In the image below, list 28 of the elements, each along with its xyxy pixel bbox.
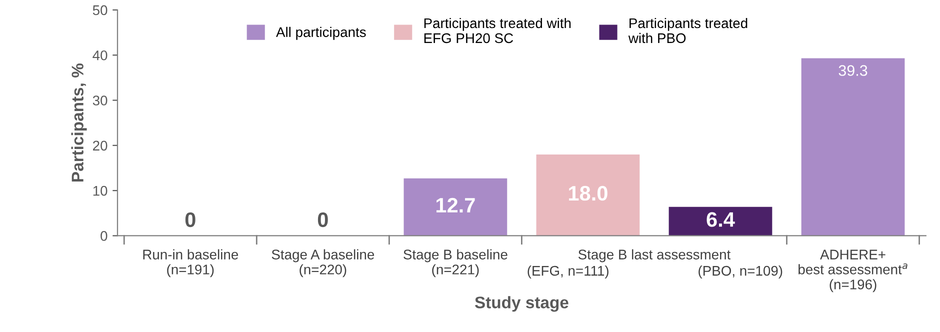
y-tick-label: 10: [93, 186, 108, 196]
x-tick-label: Run-in baseline (n=191): [143, 249, 238, 278]
data-label: 39.3: [838, 65, 868, 76]
x-axis-title: Study stage: [474, 296, 568, 312]
legend-label: Participants treated with PBO: [628, 18, 748, 44]
y-tick-label: 50: [92, 5, 108, 16]
x-tick-label: (EFG, n=111): [528, 266, 608, 278]
bar: [801, 58, 905, 236]
y-tick-label: 40: [92, 50, 108, 60]
annotation: Stage B last assessment: [578, 249, 731, 262]
bar: [668, 206, 772, 236]
y-tick-label: 30: [92, 96, 108, 106]
data-label: 12.7: [436, 198, 475, 212]
legend-label: All participants: [276, 26, 366, 40]
x-tick-label: (PBO, n=109): [698, 266, 782, 278]
bar: [536, 154, 640, 236]
y-axis-title: Participants, %: [71, 64, 87, 182]
x-tick-label: Stage B baseline (n=221): [404, 249, 508, 278]
y-tick-label: 20: [93, 140, 108, 151]
data-label: 0: [318, 212, 328, 228]
x-tick-label: Stage A baseline (n=220): [272, 249, 374, 278]
data-label: 6.4: [706, 212, 735, 227]
bar: [404, 178, 508, 236]
data-label: 0: [185, 212, 196, 228]
legend-label: Participants treated with EFG PH20 SC: [424, 18, 571, 44]
data-label: 18.0: [569, 186, 608, 201]
category-label: ADHERE+ best assessment$^{a}$ (n=196): [798, 250, 908, 292]
y-tick-label: 0: [100, 231, 108, 241]
